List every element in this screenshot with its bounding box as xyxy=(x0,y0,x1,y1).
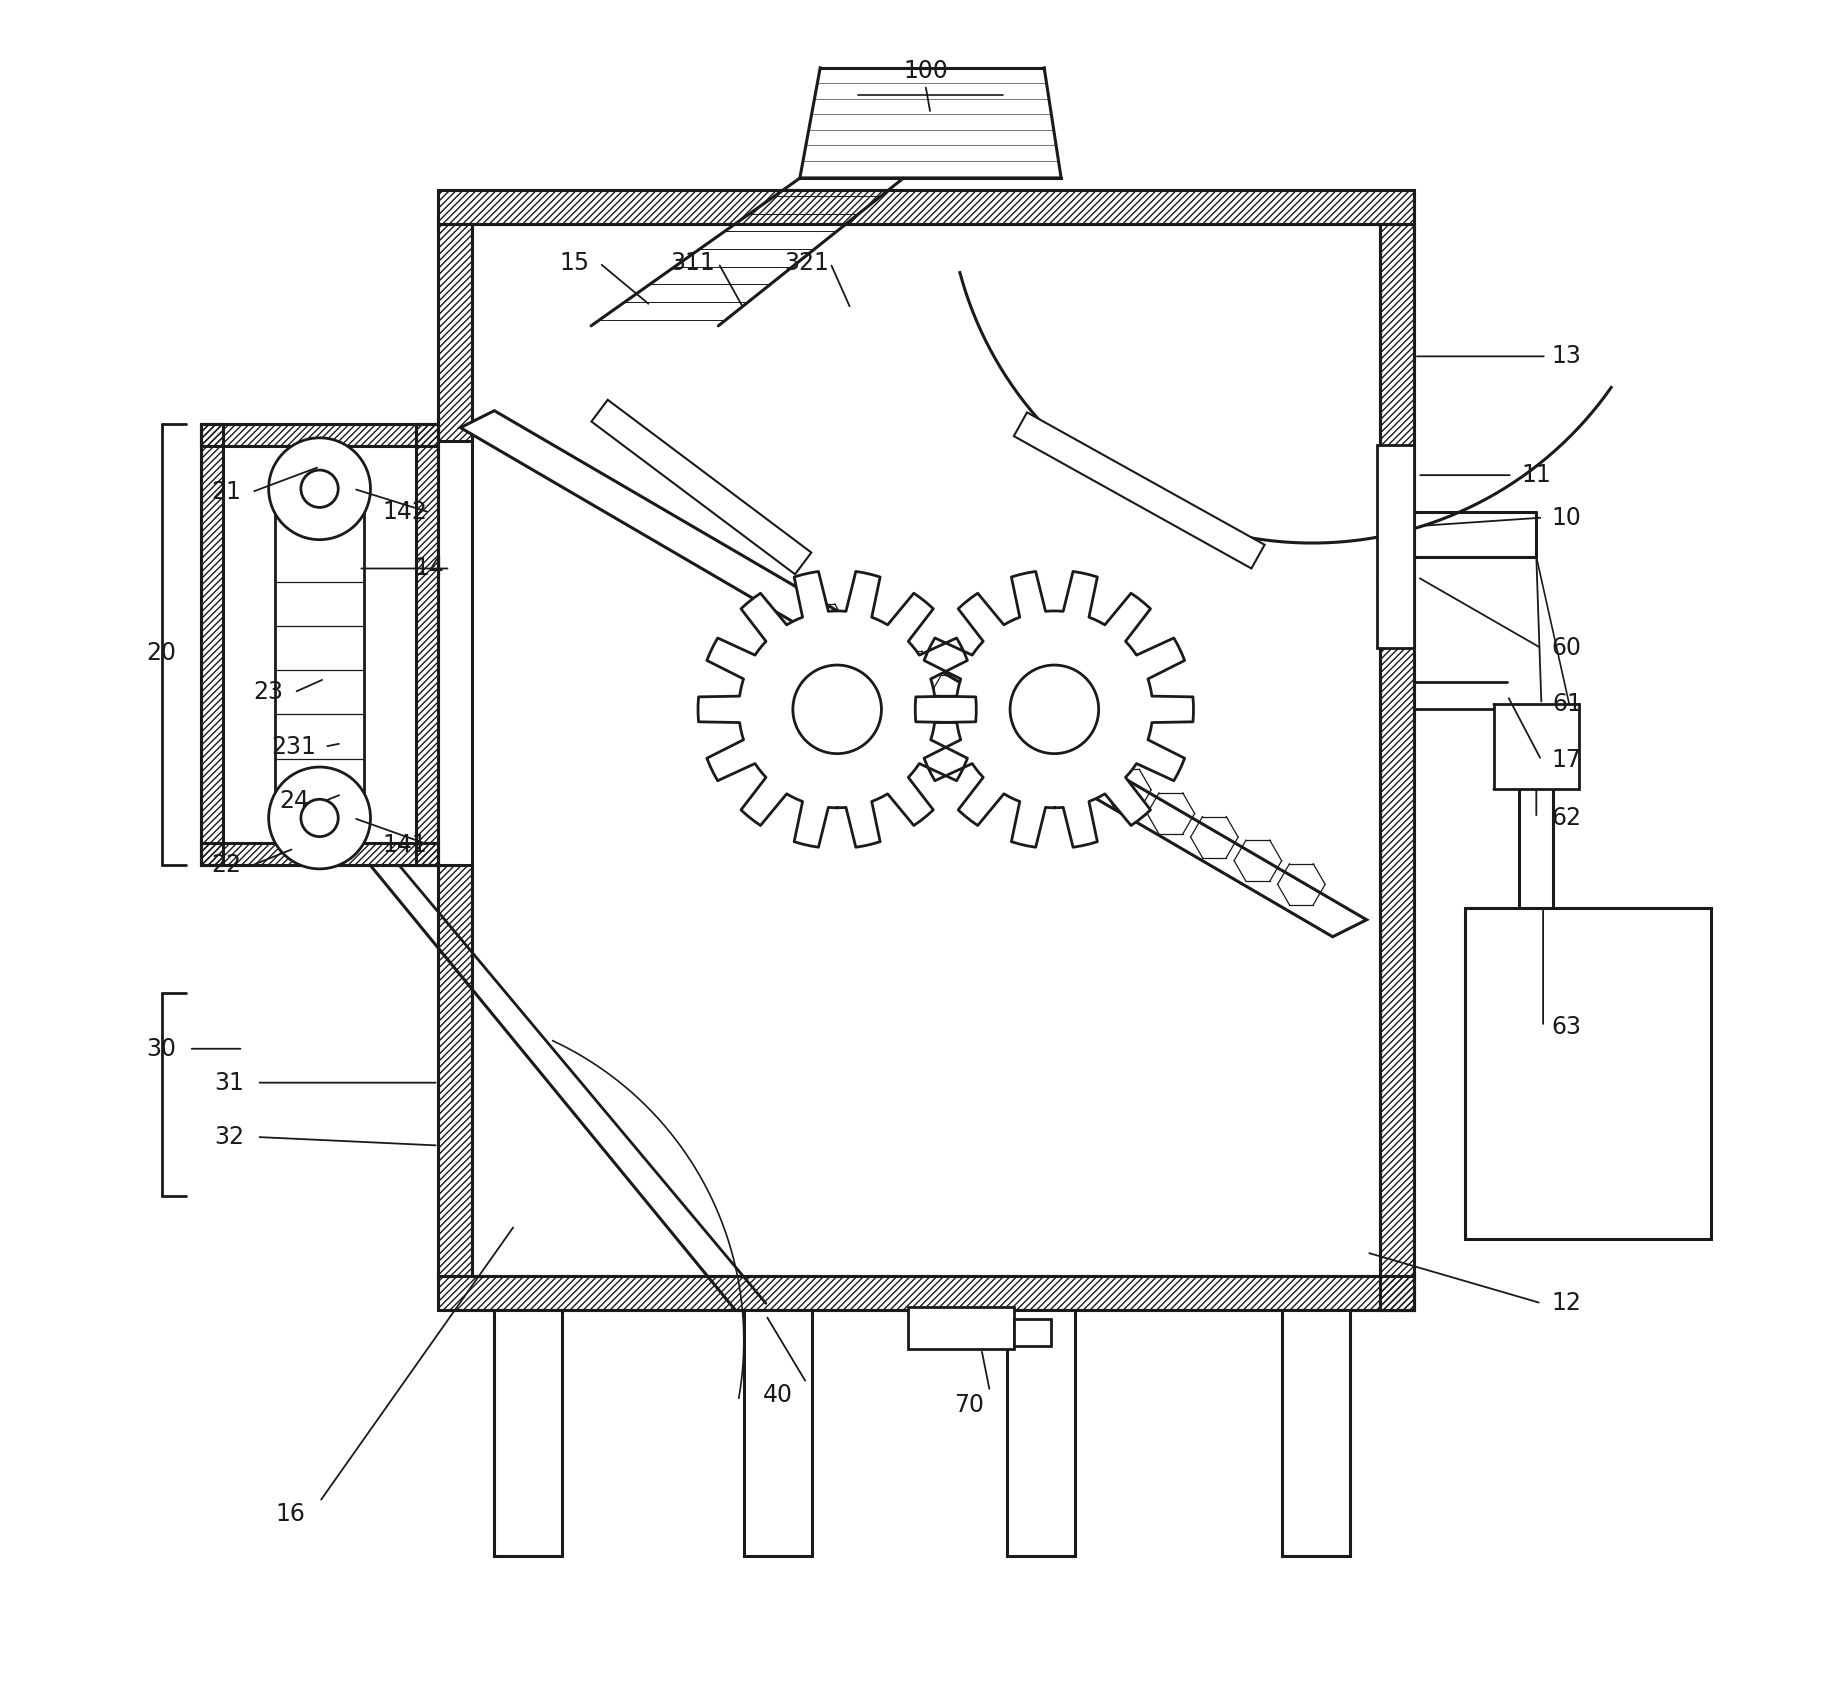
Bar xyxy=(201,424,223,865)
Circle shape xyxy=(301,799,337,837)
Text: 311: 311 xyxy=(671,251,715,275)
Polygon shape xyxy=(915,572,1193,847)
Text: 23: 23 xyxy=(254,680,284,704)
Text: 17: 17 xyxy=(1553,748,1582,772)
Text: 60: 60 xyxy=(1553,636,1582,660)
Bar xyxy=(417,424,439,865)
Bar xyxy=(1014,1319,1051,1346)
Bar xyxy=(494,1310,562,1556)
Text: 24: 24 xyxy=(278,789,310,813)
Bar xyxy=(201,424,439,446)
Text: 31: 31 xyxy=(214,1071,245,1095)
Bar xyxy=(439,1276,1414,1310)
Text: 62: 62 xyxy=(1553,806,1582,830)
Text: 13: 13 xyxy=(1553,344,1582,368)
Bar xyxy=(909,1307,1014,1349)
Polygon shape xyxy=(592,400,811,574)
Text: 11: 11 xyxy=(1521,463,1551,487)
Text: 15: 15 xyxy=(559,251,590,275)
Circle shape xyxy=(269,438,371,540)
Text: 22: 22 xyxy=(212,854,242,877)
Text: 63: 63 xyxy=(1553,1015,1582,1039)
Polygon shape xyxy=(1014,412,1265,568)
Bar xyxy=(1007,1310,1075,1556)
Text: 32: 32 xyxy=(214,1125,245,1149)
Bar xyxy=(439,865,472,1276)
Polygon shape xyxy=(699,572,975,847)
Bar xyxy=(1282,1310,1350,1556)
Text: 321: 321 xyxy=(784,251,830,275)
Bar xyxy=(1377,445,1414,648)
Text: 61: 61 xyxy=(1553,692,1582,716)
Bar xyxy=(201,843,439,865)
Circle shape xyxy=(1011,665,1099,753)
Polygon shape xyxy=(461,411,1366,937)
Circle shape xyxy=(793,665,881,753)
Text: 70: 70 xyxy=(955,1393,985,1417)
Circle shape xyxy=(269,767,371,869)
Circle shape xyxy=(301,470,337,507)
Text: 16: 16 xyxy=(277,1502,306,1526)
Text: 142: 142 xyxy=(382,501,426,524)
Bar xyxy=(1464,908,1711,1239)
Bar xyxy=(439,224,472,441)
Text: 141: 141 xyxy=(382,833,426,857)
Text: 12: 12 xyxy=(1553,1291,1582,1315)
Text: 231: 231 xyxy=(271,735,317,759)
Text: 20: 20 xyxy=(148,641,177,665)
Text: 40: 40 xyxy=(763,1383,793,1407)
Text: 14: 14 xyxy=(415,557,444,580)
Bar xyxy=(1494,704,1578,789)
Bar xyxy=(1379,224,1414,1310)
Text: 30: 30 xyxy=(148,1037,177,1061)
Bar xyxy=(439,190,1414,224)
Text: 10: 10 xyxy=(1553,506,1582,529)
Bar xyxy=(743,1310,811,1556)
Text: 100: 100 xyxy=(904,59,948,83)
Text: 21: 21 xyxy=(212,480,242,504)
